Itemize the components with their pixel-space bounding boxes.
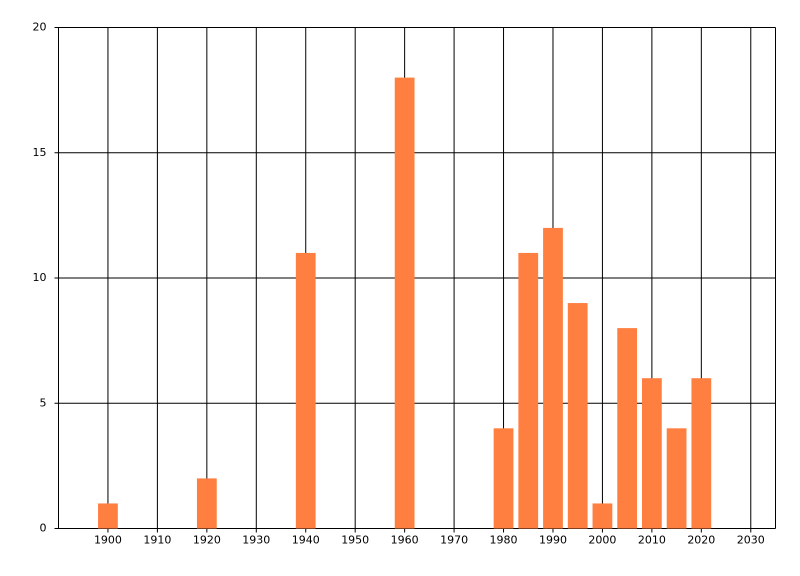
x-tick-label: 1920	[193, 534, 221, 547]
x-tick-label: 1930	[242, 534, 270, 547]
y-tick-label: 15	[33, 146, 47, 159]
bar	[543, 227, 563, 529]
x-tick-label: 2020	[687, 534, 715, 547]
x-tick-label: 1940	[292, 534, 320, 547]
bar	[617, 328, 638, 529]
bar	[493, 428, 514, 529]
bar	[691, 378, 712, 529]
x-tick-label: 1970	[440, 534, 468, 547]
y-tick-label: 0	[40, 522, 47, 535]
y-tick-label: 10	[33, 271, 47, 284]
bar	[295, 252, 316, 529]
y-tick-label: 20	[33, 21, 47, 34]
x-tick-label: 1990	[539, 534, 567, 547]
y-tick-label: 5	[40, 396, 47, 409]
x-tick-label: 2010	[638, 534, 666, 547]
bar	[592, 503, 613, 529]
x-tick-label: 1950	[341, 534, 369, 547]
bar	[394, 77, 415, 529]
bar	[641, 378, 662, 529]
bar	[518, 252, 539, 529]
x-tick-label: 2000	[588, 534, 616, 547]
bar	[567, 303, 588, 529]
bar	[666, 428, 687, 529]
x-tick-label: 1980	[490, 534, 518, 547]
x-tick-label: 2030	[737, 534, 765, 547]
x-tick-label: 1960	[391, 534, 419, 547]
x-tick-label: 1900	[94, 534, 122, 547]
bar	[98, 503, 118, 529]
bar	[196, 478, 217, 529]
x-tick-label: 1910	[143, 534, 171, 547]
